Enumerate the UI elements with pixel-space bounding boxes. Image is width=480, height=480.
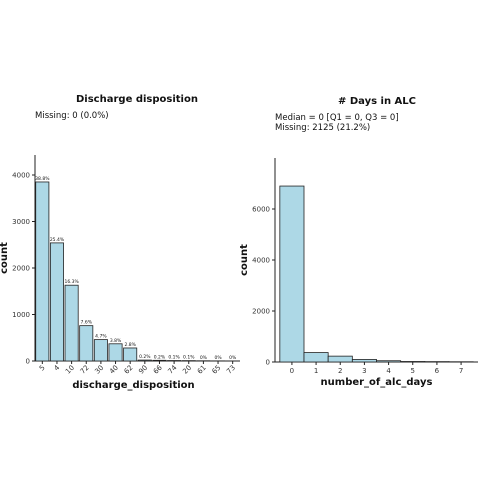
value-label: 0% [229,355,237,361]
bar [35,181,50,362]
x-tick-label: 90 [137,364,149,376]
value-label: 0% [214,355,222,361]
y-axis-label: count [0,242,10,274]
bar [351,359,377,363]
x-axis-label: discharge_disposition [72,380,194,391]
subtitle: Missing: 2125 (21.2%) [275,123,370,133]
bar [64,284,79,362]
bar [400,361,426,363]
x-tick-label: 0 [290,367,294,375]
x-tick-label: 61 [196,364,208,376]
bar [137,359,152,362]
x-tick-label: 4 [53,363,62,372]
y-tick-label: 4000 [12,171,30,179]
y-tick-label: 0 [26,358,30,366]
bar [303,352,329,363]
x-tick-label: 74 [167,363,179,375]
x-tick-label: 20 [181,364,193,376]
value-label: 7.6% [81,320,93,326]
value-label: 4.7% [95,334,107,340]
x-tick-label: 3 [362,367,366,375]
bar [376,360,402,363]
x-axis-label: number_of_alc_days [321,377,433,388]
x-tick-label: 65 [210,364,222,376]
x-tick-label: 40 [108,364,120,376]
x-tick-label: 7 [459,367,463,375]
bar [79,325,94,362]
bar [49,242,64,362]
x-tick-label: 6 [435,367,440,375]
subtitle: Median = 0 [Q1 = 0, Q3 = 0] [275,113,399,123]
x-tick-label: 62 [123,364,135,376]
subtitle: Missing: 0 (0.0%) [35,111,109,121]
x-tick-label: 72 [79,364,91,376]
y-tick-label: 0 [266,359,270,367]
value-label: 0% [200,355,208,361]
y-tick-label: 6000 [252,206,270,214]
value-label: 3.8% [110,338,122,344]
y-tick-label: 4000 [252,257,270,265]
x-tick-label: 5 [411,367,415,375]
x-tick-label: 5 [38,364,47,373]
x-tick-label: 73 [225,364,237,376]
value-label: 0.1% [183,355,195,361]
value-label: 0.2% [154,354,166,360]
bar [152,359,167,362]
bar [279,185,305,363]
x-tick-label: 30 [93,364,105,376]
bar [123,347,138,362]
value-label: 0.1% [168,355,180,361]
bar [93,339,108,362]
x-tick-label: 4 [386,367,391,375]
x-tick-label: 2 [338,367,342,375]
y-tick-label: 3000 [12,218,30,226]
y-tick-label: 2000 [252,308,270,316]
value-label: 2.8% [124,342,136,348]
value-label: 0.2% [139,354,151,360]
y-tick-label: 2000 [12,264,30,272]
y-axis-label: count [239,244,250,276]
value-label: 25.4% [50,237,65,243]
bar [108,343,123,362]
bar [327,355,353,363]
x-tick-label: 10 [64,364,76,376]
value-label: 16.3% [64,279,79,285]
value-label: 38.8% [35,176,50,182]
chart-title: # Days in ALC [338,96,416,107]
x-tick-label: 1 [314,367,318,375]
y-tick-label: 1000 [12,311,30,319]
chart-title: Discharge disposition [76,94,198,105]
x-tick-label: 66 [152,363,164,375]
